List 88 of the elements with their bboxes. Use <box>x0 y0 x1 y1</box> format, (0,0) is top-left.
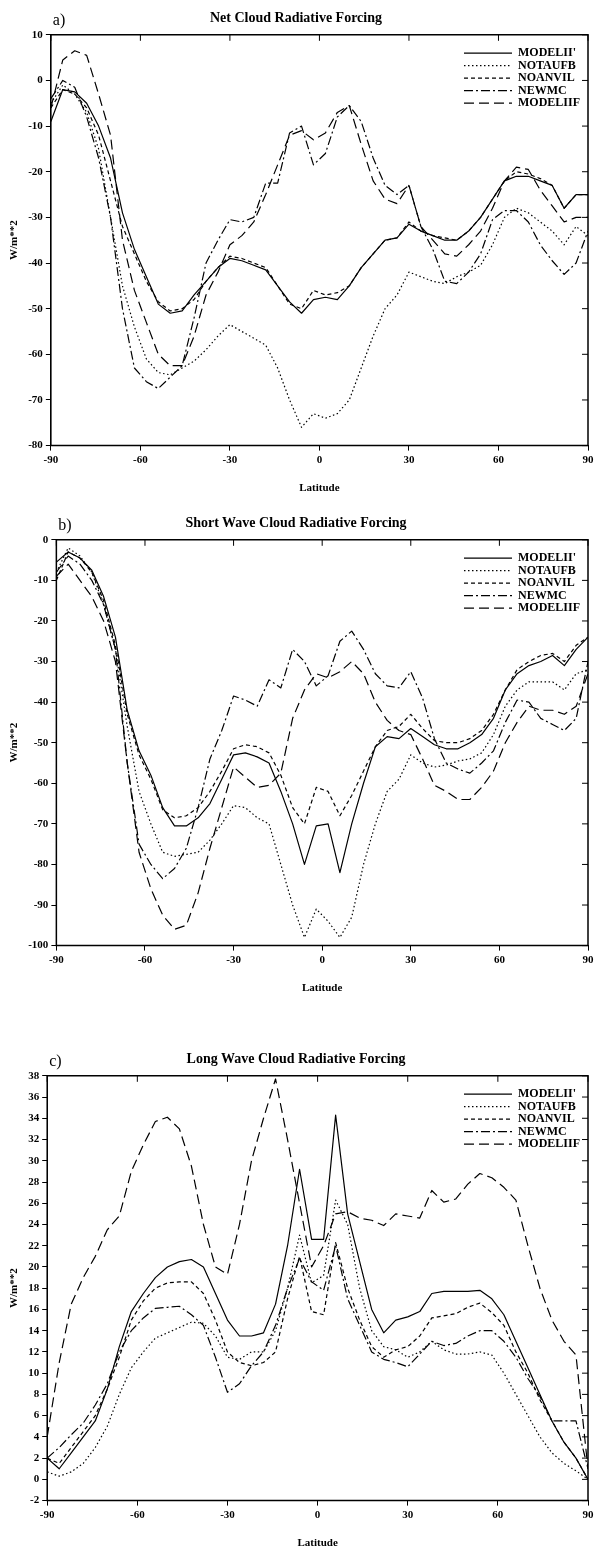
y-tick-label: 38 <box>28 1068 40 1081</box>
x-tick-label: -30 <box>220 1508 236 1521</box>
y-tick-label: -10 <box>28 118 44 131</box>
y-tick-label: 0 <box>37 73 44 86</box>
legend-label: NOANVIL <box>518 575 575 590</box>
legend-label: NOANVIL <box>518 1111 575 1126</box>
chart-title: Long Wave Cloud Radiative Forcing <box>186 1051 406 1067</box>
legend-label: NOANVIL <box>518 70 575 85</box>
legend-label: MODELII' <box>518 45 577 60</box>
y-tick-label: -30 <box>28 210 44 223</box>
y-tick-label: -80 <box>28 438 44 451</box>
y-tick-label: 34 <box>28 1111 40 1124</box>
y-axis-title: W/m**2 <box>7 219 20 261</box>
x-tick-label: 90 <box>582 1508 594 1521</box>
y-tick-label: 12 <box>28 1344 40 1357</box>
legend-label: NEWMC <box>518 82 567 97</box>
y-tick-label: -60 <box>33 776 49 789</box>
x-axis-title: Latitude <box>297 1536 338 1549</box>
legend-label: NEWMC <box>518 1123 567 1138</box>
legend-label: NEWMC <box>518 587 567 602</box>
y-tick-label: -100 <box>28 938 49 951</box>
y-tick-label: 10 <box>31 27 44 40</box>
y-tick-label: 30 <box>28 1153 40 1166</box>
y-tick-label: 4 <box>33 1429 40 1442</box>
legend-label: MODELIIF <box>518 1136 581 1151</box>
x-tick-label: -60 <box>130 1508 146 1521</box>
y-tick-label: 32 <box>28 1132 40 1145</box>
y-tick-label: -70 <box>33 816 49 829</box>
y-tick-label: 0 <box>33 1472 40 1485</box>
y-tick-label: -30 <box>33 654 49 667</box>
x-tick-label: -60 <box>133 453 149 466</box>
y-tick-label: 0 <box>42 532 49 545</box>
x-tick-label: 0 <box>316 453 323 466</box>
y-tick-label: 26 <box>28 1196 40 1209</box>
legend-label: NOTAUFB <box>518 1098 576 1113</box>
y-tick-label: -80 <box>33 857 49 870</box>
x-tick-label: 60 <box>492 1508 504 1521</box>
y-tick-label: -40 <box>33 694 49 707</box>
x-tick-label: -60 <box>137 953 153 966</box>
x-tick-label: -90 <box>49 953 65 966</box>
y-tick-label: 22 <box>28 1238 40 1251</box>
y-tick-label: 36 <box>28 1089 40 1102</box>
x-tick-label: 0 <box>314 1508 321 1521</box>
chart-title: Short Wave Cloud Radiative Forcing <box>185 515 407 531</box>
y-tick-label: -60 <box>28 347 44 360</box>
y-tick-label: -2 <box>30 1493 40 1506</box>
y-tick-label: 20 <box>28 1259 40 1272</box>
x-tick-label: 30 <box>405 953 417 966</box>
y-tick-label: -70 <box>28 392 44 405</box>
y-tick-label: 10 <box>28 1366 40 1378</box>
legend-label: MODELIIF <box>518 95 581 110</box>
y-tick-label: -50 <box>33 735 49 748</box>
y-tick-label: 8 <box>33 1387 40 1400</box>
y-tick-label: -90 <box>33 897 49 910</box>
x-tick-label: -30 <box>226 953 242 966</box>
y-tick-label: 16 <box>28 1302 40 1315</box>
x-tick-label: 90 <box>582 953 594 966</box>
y-tick-label: 18 <box>28 1281 40 1294</box>
legend-label: MODELII' <box>518 550 577 565</box>
y-axis-title: W/m**2 <box>7 1267 20 1309</box>
y-tick-label: -10 <box>33 573 49 586</box>
x-tick-label: 60 <box>493 953 506 966</box>
y-tick-label: -20 <box>33 613 49 626</box>
text: b) <box>58 516 72 534</box>
x-tick-label: -30 <box>222 453 238 466</box>
x-axis-title: Latitude <box>299 481 340 494</box>
y-tick-label: 14 <box>28 1323 40 1336</box>
chart-title: Net Cloud Radiative Forcing <box>209 10 383 26</box>
x-tick-label: 60 <box>492 453 505 466</box>
y-tick-label: -50 <box>28 301 44 314</box>
legend-label: NOTAUFB <box>518 562 576 577</box>
text: c) <box>49 1052 62 1070</box>
legend-label: MODELII' <box>518 1086 577 1101</box>
x-tick-label: 30 <box>402 1508 414 1521</box>
x-axis-title: Latitude <box>302 981 343 994</box>
legend-label: NOTAUFB <box>518 57 576 72</box>
y-tick-label: 28 <box>28 1174 40 1187</box>
y-tick-label: 24 <box>28 1217 40 1230</box>
text: a) <box>52 11 66 29</box>
y-tick-label: -20 <box>28 164 44 177</box>
x-tick-label: 30 <box>403 453 415 466</box>
y-tick-label: 2 <box>33 1450 40 1463</box>
x-tick-label: 90 <box>582 453 594 466</box>
y-tick-label: -40 <box>28 255 44 268</box>
y-axis-title: W/m**2 <box>7 722 20 763</box>
y-tick-label: 6 <box>33 1408 40 1421</box>
legend-label: MODELIIF <box>518 600 581 615</box>
x-tick-label: 0 <box>319 953 326 966</box>
